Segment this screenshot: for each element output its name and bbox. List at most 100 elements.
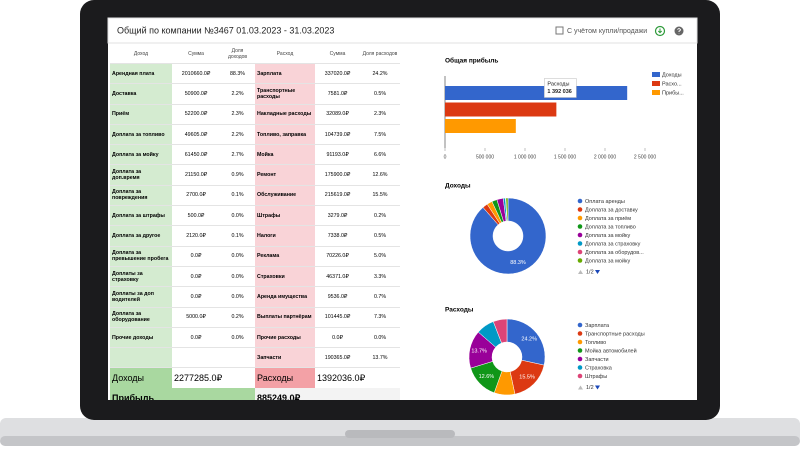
- cell: 15.5%: [360, 185, 400, 207]
- checkbox[interactable]: [555, 26, 564, 35]
- table-row: Доплата за штрафы 500.0₽ 0.0% Штрафы 3279.0₽…: [110, 205, 400, 227]
- table-row: Доплата за оборудование 5000.0₽ 0.2% Выплат…: [110, 307, 400, 328]
- row-label: Доставка: [110, 83, 172, 105]
- profit-label: Прибыль: [110, 388, 255, 400]
- cell: 0.7%: [360, 286, 400, 308]
- row-label: Запчасти: [255, 347, 315, 369]
- profit-value: 885249.0₽: [255, 388, 400, 400]
- row-label: Реклама: [255, 246, 315, 267]
- cell: 2120.0₽: [172, 225, 220, 247]
- cell: 337020.0₽: [315, 63, 360, 85]
- table-row: Запчасти 190365.0₽ 13.7%: [110, 347, 400, 369]
- row-label: Транспортные расходы: [255, 83, 315, 105]
- row-label: Доплата за доп.время: [110, 164, 172, 186]
- row-label: [110, 347, 172, 369]
- cell: 0.0₽: [172, 327, 220, 349]
- cell: 190365.0₽: [315, 347, 360, 369]
- cell: 9536.0₽: [315, 286, 360, 308]
- cell: 0.9%: [220, 164, 255, 186]
- cell: 2.2%: [220, 124, 255, 146]
- cell: 0.2%: [220, 307, 255, 328]
- table-row: Доплаты за страховку 0.0₽ 0.0% Страховки 463…: [110, 266, 400, 288]
- cell: 91193.0₽: [315, 144, 360, 166]
- cell: 0.0₽: [315, 327, 360, 349]
- cell: 0.0₽: [172, 286, 220, 308]
- cell: 12.6%: [360, 164, 400, 186]
- checkbox-label[interactable]: С учётом купли/продажи: [567, 28, 647, 35]
- cell: 3279.0₽: [315, 205, 360, 227]
- row-label: Приём: [110, 104, 172, 125]
- row-label: Накладные расходы: [255, 104, 315, 125]
- table-row: Доставка 50900.0₽ 2.2% Транспортные расходы…: [110, 83, 400, 105]
- column-header: Доля расходов: [360, 45, 400, 64]
- column-header: Расход: [255, 45, 315, 64]
- row-label: Топливо, заправка: [255, 124, 315, 146]
- download-arrow: [657, 28, 663, 34]
- header-title: Общий по компании №3467 01.03.2023 - 31.…: [117, 25, 334, 35]
- column-header: Доля доходов: [220, 45, 255, 64]
- row-label: Доплаты за страховку: [110, 266, 172, 288]
- total-value: 2277285.0₽: [174, 373, 223, 384]
- laptop-notch: [345, 430, 455, 438]
- cell: 5000.0₽: [172, 307, 220, 328]
- row-label: Прочие доходы: [110, 327, 172, 349]
- cell: 7.5%: [360, 124, 400, 146]
- table-row: Доплата за топливо 49605.0₽ 2.2% Топливо, з…: [110, 124, 400, 146]
- row-label: Доплата за мойку: [110, 144, 172, 166]
- row-label: Доплаты за доп водителей: [110, 286, 172, 308]
- table-row: Приём 52200.0₽ 2.3% Накладные расходы 32089.…: [110, 104, 400, 125]
- cell: 500.0₽: [172, 205, 220, 227]
- cell: 101445.0₽: [315, 307, 360, 328]
- cell: 2.3%: [360, 104, 400, 125]
- cell: 7.3%: [360, 307, 400, 328]
- row-label: Мойка: [255, 144, 315, 166]
- table-row: Доплата за превышение пробега 0.0₽ 0.0% Рек…: [110, 246, 400, 267]
- cell: 0.0%: [220, 266, 255, 288]
- table-row: Доплата за другое 2120.0₽ 0.1% Налоги 7338.0…: [110, 225, 400, 247]
- cell: 88.3%: [220, 63, 255, 85]
- cell: 0.2%: [360, 205, 400, 227]
- cell: 0.5%: [360, 225, 400, 247]
- cell: 7338.0₽: [315, 225, 360, 247]
- cell: 0.0%: [220, 327, 255, 349]
- row-label: Выплаты партнёрам: [255, 307, 315, 328]
- row-label: Ремонт: [255, 164, 315, 186]
- cell: 2.7%: [220, 144, 255, 166]
- table: Доход Сумма Доля доходов Расход Сумма Доля ра…: [110, 45, 400, 400]
- cell: 104739.0₽: [315, 124, 360, 146]
- row-label: Налоги: [255, 225, 315, 247]
- help-glyph: [677, 28, 681, 34]
- total-value: 1392036.0₽: [317, 373, 366, 384]
- row-label: Аренда имущества: [255, 286, 315, 308]
- table-row: Доплата за доп.время 21150.0₽ 0.9% Ремонт 17…: [110, 164, 400, 186]
- cell: 0.0%: [220, 246, 255, 267]
- cell: [172, 347, 220, 369]
- cell: 215619.0₽: [315, 185, 360, 207]
- total-label: Доходы: [110, 367, 172, 389]
- row-label: Арендная плата: [110, 63, 172, 85]
- row-label: Доплата за топливо: [110, 124, 172, 146]
- row-label: Доплата за превышение пробега: [110, 246, 172, 267]
- cell: 5.0%: [360, 246, 400, 267]
- cell: 6.6%: [360, 144, 400, 166]
- cell: 2.2%: [220, 83, 255, 105]
- download-icon[interactable]: [654, 25, 666, 37]
- cell: 50900.0₽: [172, 83, 220, 105]
- cell: 0.0%: [220, 286, 255, 308]
- cell: 13.7%: [360, 347, 400, 369]
- totals-row: Доходы 2277285.0₽ Расходы 1392036.0₽: [110, 367, 400, 389]
- row-label: Штрафы: [255, 205, 315, 227]
- cell: 0.0%: [360, 327, 400, 349]
- profit-row: Прибыль 885249.0₽: [110, 388, 400, 400]
- cell: 46371.0₽: [315, 266, 360, 288]
- header-row: Доход Сумма Доля доходов Расход Сумма Доля ра…: [110, 45, 400, 64]
- table-row: Доплаты за доп водителей 0.0₽ 0.0% Аренда и…: [110, 286, 400, 308]
- cell: [220, 347, 255, 369]
- report-table: Доход Сумма Доля доходов Расход Сумма Доля ра…: [110, 45, 400, 400]
- column-header: Сумма: [315, 45, 360, 64]
- row-label: Зарплата: [255, 63, 315, 85]
- cell: 3.3%: [360, 266, 400, 288]
- cell: 175900.0₽: [315, 164, 360, 186]
- cell: 2.3%: [220, 104, 255, 125]
